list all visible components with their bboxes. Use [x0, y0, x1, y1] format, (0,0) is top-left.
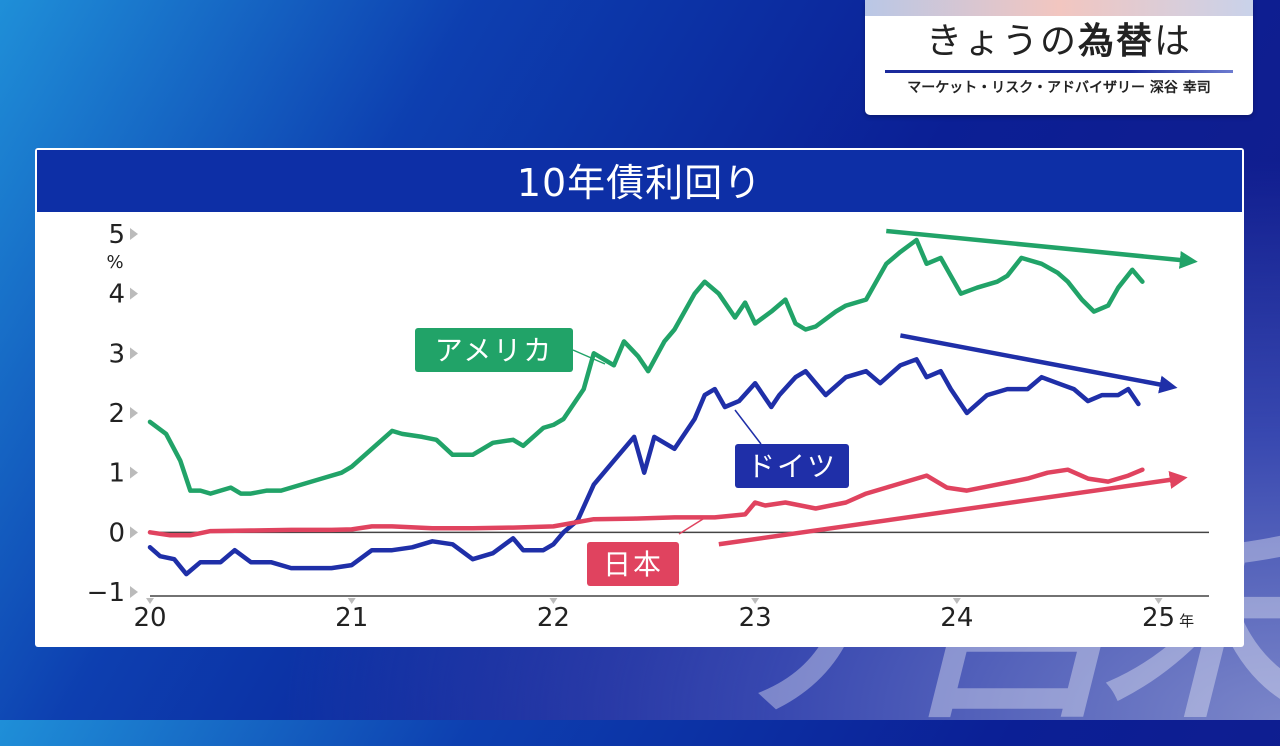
y-tick-label: 3 — [108, 339, 125, 369]
program-title: きょうの為替は — [865, 16, 1253, 68]
y-tick-marker-icon — [130, 526, 138, 539]
program-title-pre: きょうの — [925, 21, 1078, 62]
y-tick-marker-icon — [130, 228, 138, 240]
x-tick-marker-icon — [549, 598, 558, 604]
y-tick-marker-icon — [130, 586, 138, 598]
annotation-leader-line — [572, 349, 606, 365]
x-tick-label: 20 — [133, 603, 166, 633]
series-label: アメリカ — [435, 334, 554, 367]
presenter-name: マーケット・リスク・アドバイザリー 深谷 幸司 — [907, 80, 1211, 96]
chart-title: 10年債利回り — [35, 148, 1244, 214]
y-tick-marker-icon — [130, 407, 138, 419]
x-tick-marker-icon — [146, 598, 154, 604]
y-tick-label: 2 — [108, 399, 125, 429]
annotation-leader-line — [678, 518, 704, 535]
y-tick-label: 4 — [108, 280, 125, 310]
y-axis-unit: % — [106, 252, 123, 273]
y-tick-marker-icon — [130, 287, 138, 300]
series-line — [147, 357, 1141, 577]
series-label-box — [587, 542, 679, 586]
y-tick-label: 0 — [108, 518, 125, 548]
chart-panel: 10年債利回り 5 4 3 2 1 0 −1% 20 21 22 23 24 25 年アメリカ ドイツ 日本 — [35, 148, 1244, 647]
trend-arrow — [718, 470, 1188, 547]
series-label-box — [735, 444, 849, 488]
series-label-box — [415, 328, 573, 372]
program-title-post: は — [1154, 21, 1193, 62]
x-tick-marker-icon — [751, 598, 760, 604]
x-tick-label: 22 — [537, 603, 570, 633]
x-tick-label: 23 — [739, 603, 772, 633]
y-tick-marker-icon — [130, 347, 138, 360]
title-card-divider — [885, 70, 1233, 73]
y-tick-label: 1 — [108, 459, 125, 489]
series-line — [147, 237, 1145, 496]
program-title-card: きょうの為替は マーケット・リスク・アドバイザリー 深谷 幸司 — [865, 0, 1253, 115]
x-tick-marker-icon — [1154, 598, 1163, 604]
series-line — [147, 467, 1145, 538]
y-tick-label: 5 — [108, 220, 125, 250]
x-tick-marker-icon — [347, 598, 356, 604]
series-label: ドイツ — [747, 450, 837, 483]
x-tick-marker-icon — [952, 598, 961, 604]
x-tick-label: 25 — [1142, 603, 1175, 633]
trend-arrow — [886, 228, 1198, 269]
x-tick-label: 24 — [940, 603, 973, 633]
annotation-leader-line — [734, 409, 762, 445]
trend-arrow — [899, 333, 1178, 394]
y-tick-label: −1 — [87, 578, 125, 608]
y-tick-marker-icon — [130, 466, 138, 479]
series-label: 日本 — [603, 548, 663, 581]
program-title-bold: 為替 — [1077, 21, 1154, 62]
x-axis-unit: 年 — [1179, 612, 1194, 630]
x-tick-label: 21 — [335, 603, 368, 633]
title-card-accent-bar — [865, 0, 1253, 16]
